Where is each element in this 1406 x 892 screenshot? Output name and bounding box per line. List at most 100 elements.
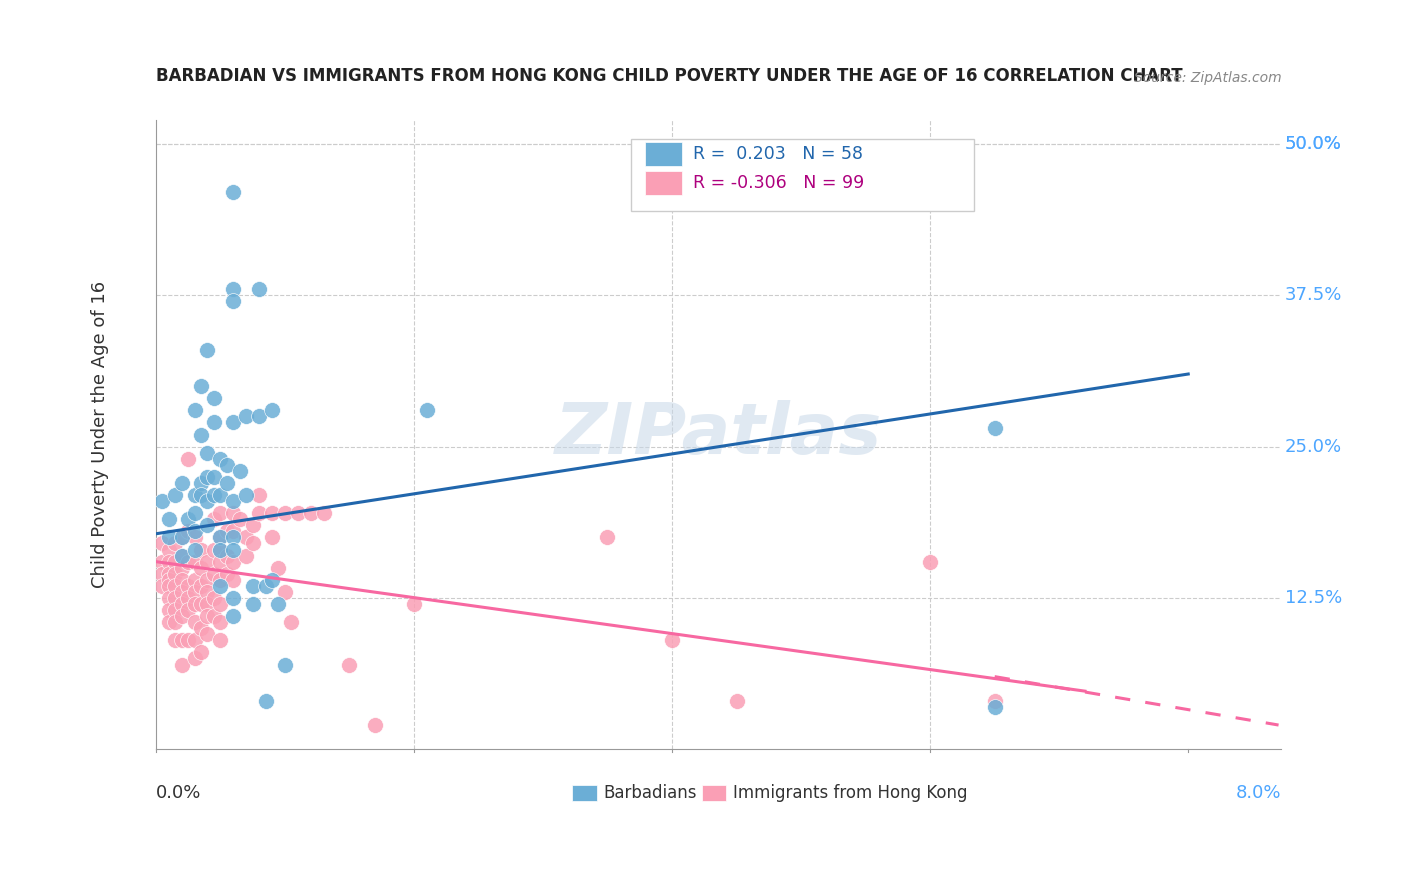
Text: Source: ZipAtlas.com: Source: ZipAtlas.com bbox=[1133, 71, 1281, 86]
Point bbox=[177, 633, 200, 648]
Point bbox=[242, 597, 264, 611]
Point bbox=[202, 470, 225, 484]
Point bbox=[202, 391, 225, 405]
Point bbox=[209, 573, 232, 587]
Point bbox=[337, 657, 360, 672]
Point bbox=[150, 566, 173, 581]
Point bbox=[165, 615, 187, 629]
FancyBboxPatch shape bbox=[572, 785, 598, 801]
Point bbox=[222, 530, 245, 544]
Point bbox=[190, 427, 212, 442]
Point bbox=[215, 475, 238, 490]
Point bbox=[222, 573, 245, 587]
Point bbox=[242, 579, 264, 593]
Point bbox=[190, 475, 212, 490]
Point bbox=[170, 573, 193, 587]
Point bbox=[183, 555, 205, 569]
Text: R = -0.306   N = 99: R = -0.306 N = 99 bbox=[693, 175, 863, 193]
Text: Child Poverty Under the Age of 16: Child Poverty Under the Age of 16 bbox=[90, 281, 108, 588]
Text: Immigrants from Hong Kong: Immigrants from Hong Kong bbox=[733, 784, 967, 802]
Point bbox=[202, 609, 225, 624]
Point bbox=[170, 585, 193, 599]
Point bbox=[247, 282, 270, 296]
Point bbox=[170, 530, 193, 544]
Point bbox=[222, 524, 245, 539]
Point bbox=[312, 506, 335, 520]
Point bbox=[242, 518, 264, 533]
Point bbox=[197, 446, 219, 460]
FancyBboxPatch shape bbox=[702, 785, 727, 801]
Point bbox=[197, 597, 219, 611]
Point bbox=[183, 530, 205, 544]
Point bbox=[247, 409, 270, 424]
Point bbox=[725, 694, 748, 708]
Point bbox=[596, 530, 619, 544]
Point bbox=[242, 536, 264, 550]
Point bbox=[190, 579, 212, 593]
Point bbox=[222, 294, 245, 309]
Point bbox=[215, 524, 238, 539]
Point bbox=[209, 451, 232, 466]
Point bbox=[183, 403, 205, 417]
Point bbox=[183, 651, 205, 665]
Point bbox=[920, 555, 942, 569]
Point bbox=[170, 657, 193, 672]
Point bbox=[202, 591, 225, 605]
Point bbox=[402, 597, 425, 611]
Point bbox=[170, 549, 193, 563]
Point bbox=[235, 530, 257, 544]
Point bbox=[983, 694, 1005, 708]
Point bbox=[197, 585, 219, 599]
Point bbox=[165, 633, 187, 648]
Point bbox=[165, 488, 187, 502]
Point bbox=[183, 633, 205, 648]
Point bbox=[254, 694, 277, 708]
Point bbox=[177, 591, 200, 605]
Point bbox=[267, 560, 290, 574]
Text: 50.0%: 50.0% bbox=[1285, 135, 1341, 153]
Point bbox=[190, 488, 212, 502]
Point bbox=[157, 566, 180, 581]
Point bbox=[157, 615, 180, 629]
Point bbox=[222, 282, 245, 296]
Point bbox=[183, 615, 205, 629]
Point bbox=[260, 403, 283, 417]
Point bbox=[183, 488, 205, 502]
Point bbox=[157, 512, 180, 526]
Point bbox=[197, 573, 219, 587]
Point bbox=[209, 555, 232, 569]
Point bbox=[190, 621, 212, 635]
Point bbox=[157, 591, 180, 605]
Point bbox=[222, 416, 245, 430]
Point bbox=[202, 416, 225, 430]
Point bbox=[157, 542, 180, 557]
Point bbox=[197, 343, 219, 357]
Point bbox=[197, 470, 219, 484]
Point bbox=[202, 512, 225, 526]
Text: 0.0%: 0.0% bbox=[156, 784, 201, 802]
Point bbox=[254, 579, 277, 593]
Point bbox=[150, 494, 173, 508]
Point bbox=[247, 488, 270, 502]
Point bbox=[190, 379, 212, 393]
Point bbox=[197, 518, 219, 533]
Point bbox=[183, 585, 205, 599]
Point bbox=[235, 549, 257, 563]
Point bbox=[209, 579, 232, 593]
Point bbox=[190, 560, 212, 574]
Point bbox=[202, 566, 225, 581]
Point bbox=[177, 524, 200, 539]
FancyBboxPatch shape bbox=[645, 142, 682, 166]
Point bbox=[150, 536, 173, 550]
Point bbox=[170, 609, 193, 624]
Point bbox=[157, 603, 180, 617]
Point bbox=[209, 506, 232, 520]
Point bbox=[177, 512, 200, 526]
Point bbox=[209, 597, 232, 611]
Point bbox=[183, 524, 205, 539]
Point bbox=[235, 488, 257, 502]
Point bbox=[209, 530, 232, 544]
Point bbox=[197, 609, 219, 624]
Point bbox=[247, 506, 270, 520]
Point bbox=[274, 585, 297, 599]
